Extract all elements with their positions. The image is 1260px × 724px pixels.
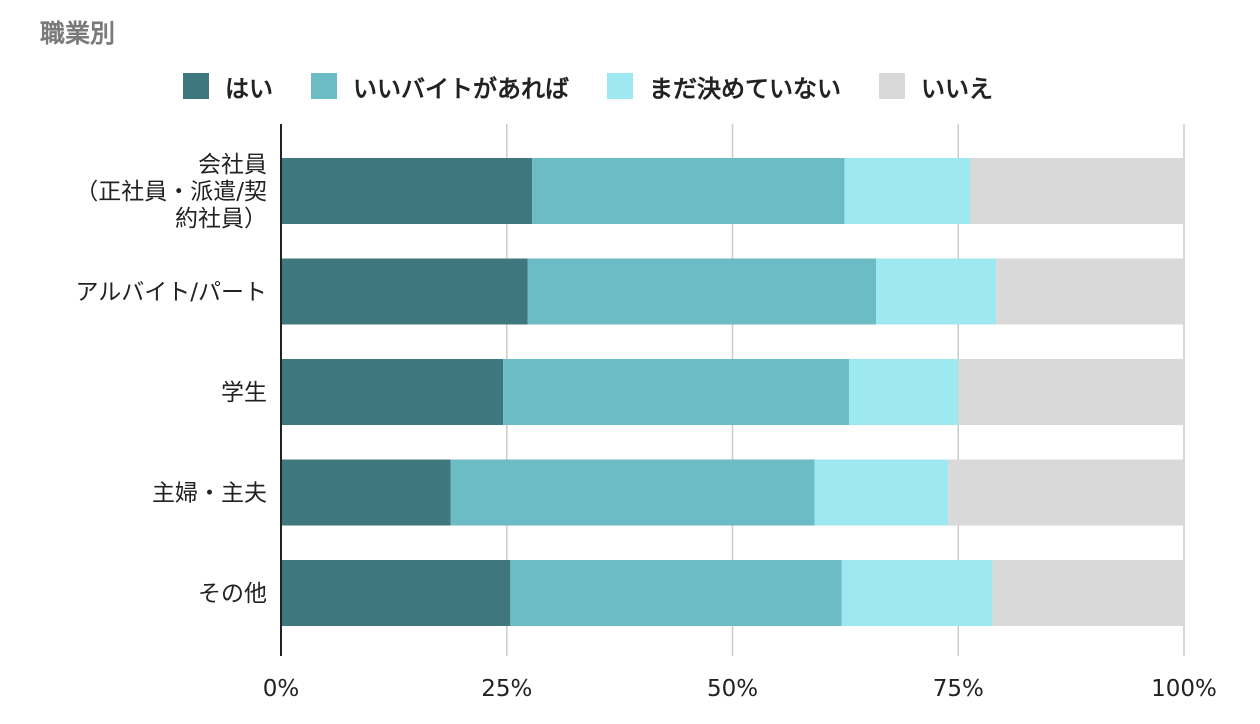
bar-segment	[969, 158, 1184, 224]
category-label: その他	[198, 581, 267, 607]
category-label: 会社員	[198, 152, 267, 178]
legend-swatch	[607, 73, 633, 99]
category-label: 主婦・主夫	[152, 481, 267, 507]
bar-segment	[532, 158, 845, 224]
bar-segment	[841, 560, 993, 626]
bar-segment	[281, 560, 511, 626]
x-tick-label: 25%	[481, 676, 532, 702]
category-label: （正社員・派遣/契	[75, 179, 267, 205]
bar-segment	[844, 158, 970, 224]
bar-segment	[848, 359, 959, 425]
legend-label: まだ決めていない	[649, 74, 841, 103]
category-label: 学生	[221, 380, 267, 406]
bar-segment	[992, 560, 1184, 626]
legend: はい いいバイトがあれば まだ決めていない いいえ	[183, 68, 1031, 104]
legend-item: いいえ	[879, 69, 993, 104]
legend-item: はい	[183, 69, 273, 104]
bar-segment	[527, 258, 877, 325]
bar-segment	[281, 459, 451, 526]
x-tick-label: 0%	[263, 676, 300, 702]
legend-item: まだ決めていない	[607, 69, 841, 104]
bar-segment	[281, 258, 528, 325]
category-label: 約社員）	[175, 206, 267, 232]
bar-segment	[510, 560, 842, 626]
bar-segment	[996, 258, 1184, 325]
category-label: アルバイト/パート	[75, 280, 267, 306]
x-tick-label: 75%	[933, 676, 984, 702]
legend-label: いいバイトがあれば	[353, 74, 569, 103]
x-tick-label: 100%	[1151, 676, 1217, 702]
legend-label: いいえ	[921, 74, 993, 103]
legend-item: いいバイトがあれば	[311, 69, 569, 104]
legend-label: はい	[225, 74, 273, 103]
bar-segment	[958, 359, 1184, 425]
bar-segment	[948, 459, 1184, 526]
x-tick-label: 50%	[707, 676, 758, 702]
bar-segment	[503, 359, 849, 425]
bar-segment	[876, 258, 997, 325]
chart-title: 職業別	[40, 19, 116, 48]
legend-swatch	[879, 73, 905, 99]
bar-segment	[281, 359, 504, 425]
legend-swatch	[311, 73, 337, 99]
legend-swatch	[183, 73, 209, 99]
bar-segment	[281, 158, 533, 224]
bar-segment	[450, 459, 815, 526]
bar-segment	[814, 459, 949, 526]
